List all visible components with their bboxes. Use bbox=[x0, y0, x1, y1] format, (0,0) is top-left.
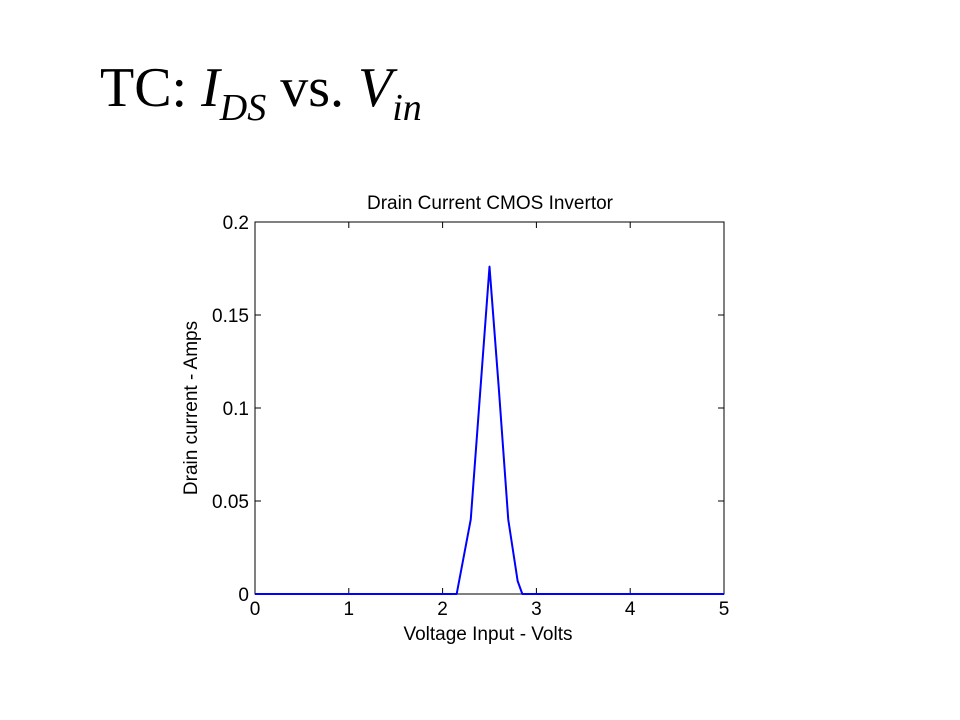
x-tick-label: 0 bbox=[250, 599, 261, 620]
y-tick-label: 0.15 bbox=[212, 306, 249, 327]
x-tick-label: 3 bbox=[531, 599, 542, 620]
title-sub-ds: DS bbox=[219, 87, 267, 129]
y-tick-label: 0.1 bbox=[223, 399, 249, 420]
y-tick-label: 0.2 bbox=[223, 213, 249, 234]
title-vs: vs. bbox=[266, 57, 359, 119]
y-axis-label: Drain current - Amps bbox=[181, 321, 202, 495]
title-prefix: TC: bbox=[100, 57, 202, 119]
plot-frame bbox=[254, 221, 725, 595]
title-var-i: I bbox=[201, 57, 220, 119]
x-tick-label: 4 bbox=[625, 599, 636, 620]
chart-title: Drain Current CMOS Invertor bbox=[367, 193, 614, 214]
y-tick-label: 0 bbox=[238, 585, 249, 606]
axis-ticks: 0 1 2 3 4 5 0 0.05 0.1 0.15 0.2 bbox=[212, 213, 729, 620]
title-sub-in: in bbox=[392, 87, 422, 129]
y-tick-label: 0.05 bbox=[212, 492, 249, 513]
x-tick-label: 2 bbox=[437, 599, 448, 620]
title-var-v: V bbox=[358, 57, 393, 119]
x-tick-label: 1 bbox=[344, 599, 355, 620]
slide-title: TC: IDS vs. Vin bbox=[100, 57, 422, 127]
x-axis-label: Voltage Input - Volts bbox=[403, 624, 572, 645]
series-group bbox=[255, 265, 724, 595]
drain-current-line bbox=[255, 265, 724, 595]
x-tick-label: 5 bbox=[719, 599, 730, 620]
